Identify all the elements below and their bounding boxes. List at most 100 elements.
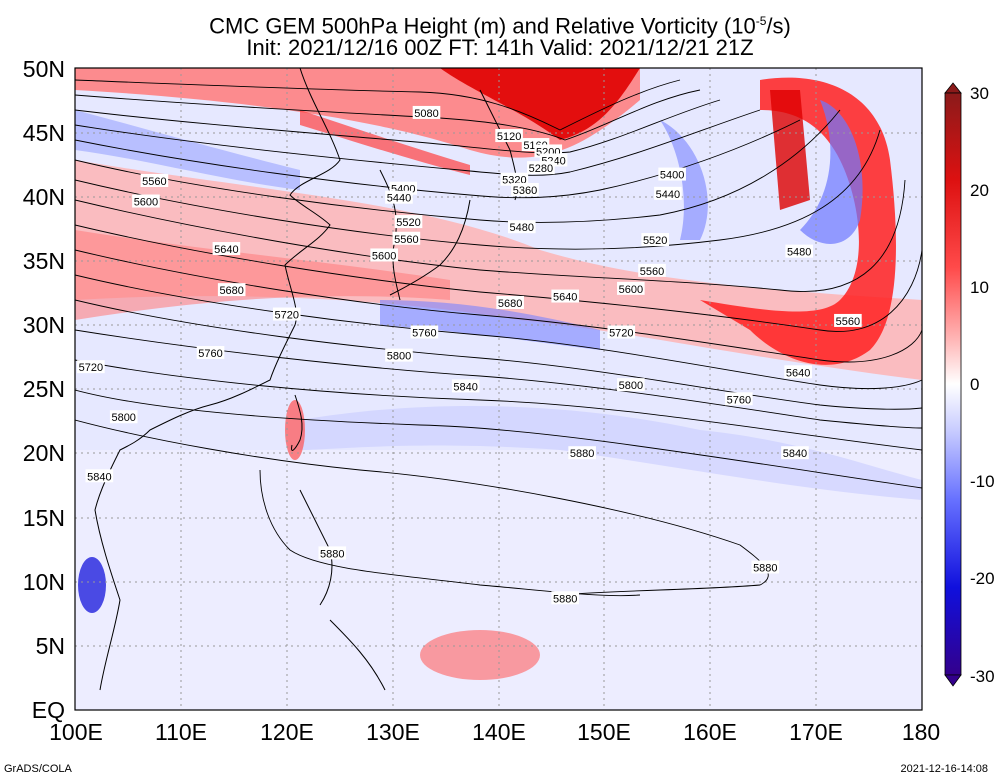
map-border [74, 67, 923, 711]
contour-label: 5840 [87, 471, 111, 483]
contour-label-bg [617, 378, 645, 392]
contour-label: 5800 [387, 351, 411, 363]
contour-label-bg [781, 446, 809, 460]
contour-label: 5640 [786, 367, 810, 379]
lat-label-20n: 20N [22, 440, 65, 466]
lat-label-30n: 30N [22, 312, 65, 338]
contour-label-bg [551, 289, 580, 303]
lat-label-35n: 35N [22, 248, 65, 274]
contour-label: 5760 [198, 348, 222, 360]
contour-label: 5560 [394, 234, 418, 246]
contour-label-bg [212, 242, 241, 256]
lon-label-150e: 150E [577, 719, 631, 745]
contour-label-bg [496, 295, 524, 309]
contour-label-bg [834, 313, 862, 327]
contour-label: 5760 [412, 328, 436, 340]
height-contours [75, 79, 922, 597]
contour-label: 5760 [727, 394, 751, 406]
contour-label: 5840 [783, 448, 807, 460]
contour-label: 5880 [753, 562, 777, 574]
contour-label-bg [785, 244, 813, 258]
contour-label: 5840 [453, 381, 477, 393]
footer-credit: GrADS/COLA [4, 763, 72, 775]
contour-label-bg [617, 281, 645, 295]
contour-label-bg [511, 182, 539, 196]
contour-label-bg [394, 215, 423, 229]
contour-label-bg [318, 546, 347, 560]
contour-label-bg [196, 346, 225, 360]
contour-label-bg [527, 161, 555, 175]
contour-label-bg [495, 129, 523, 143]
contour-label-bg [451, 379, 480, 393]
contour-label: 5640 [214, 244, 238, 256]
lat-label-10n: 10N [22, 569, 65, 595]
contour-label: 5520 [643, 235, 667, 247]
contour-label: 5880 [570, 448, 594, 460]
colorbar [944, 82, 962, 687]
contour-label: 5560 [836, 316, 860, 328]
lon-label-140e: 140E [472, 719, 526, 745]
contour-label: 5440 [656, 189, 680, 201]
contour-label-bg [607, 325, 636, 339]
contour-label-bg [272, 307, 301, 321]
colorbar-label-0: 0 [970, 375, 980, 394]
contour-label: 5880 [320, 548, 344, 560]
contour-label-bg [507, 220, 536, 234]
contour-label: 5280 [529, 163, 553, 175]
contour-label-bg [385, 190, 413, 204]
lat-label-45n: 45N [22, 120, 65, 146]
contour-label-bg [370, 248, 398, 262]
contour-label-bg [77, 360, 105, 374]
lat-label-50n: 50N [22, 56, 65, 82]
contour-label-bg [500, 172, 529, 186]
lat-label-15n: 15N [22, 505, 65, 531]
contour-label: 5080 [414, 108, 438, 120]
colorbar-label-minus20: -20 [970, 569, 995, 588]
contour-label: 5680 [219, 285, 243, 297]
contour-label: 5560 [640, 266, 664, 278]
contour-label-bg [392, 231, 421, 245]
lon-label-120e: 120E [260, 719, 314, 745]
lat-label-5n: 5N [35, 633, 65, 659]
colorbar-bottom-arrow [944, 674, 962, 687]
lat-label-40n: 40N [22, 184, 65, 210]
contour-label: 5680 [498, 298, 522, 310]
contour-label: 5720 [275, 310, 299, 322]
colorbar-top-arrow [944, 82, 962, 94]
contour-label-bg [132, 194, 160, 208]
contour-label: 5720 [79, 362, 103, 374]
contour-label: 5480 [787, 247, 811, 259]
contour-label-bg [85, 469, 114, 483]
contour-label: 5480 [510, 222, 534, 234]
lon-label-110e: 110E [154, 719, 208, 745]
lon-label-170e: 170E [789, 719, 843, 745]
contour-label-layer: 5080512051605200524052805320536054005440… [77, 105, 862, 605]
contour-label-bg [725, 392, 753, 406]
contour-label: 5120 [497, 131, 521, 143]
lat-label-eq: EQ [31, 697, 65, 723]
contour-label: 5800 [111, 412, 135, 424]
contour-label: 5880 [553, 593, 577, 605]
contour-label: 5600 [372, 250, 396, 262]
contour-label: 5600 [134, 197, 158, 209]
colorbar-label-10: 10 [970, 278, 989, 297]
contour-label-bg [140, 173, 169, 187]
contour-label-bg [654, 186, 682, 200]
contour-label-bg [109, 410, 138, 424]
footer-timestamp: 2021-12-16-14:08 [900, 763, 988, 775]
contour-label-bg [217, 283, 246, 297]
contour-label-bg [641, 233, 669, 247]
colorbar-label-minus10: -10 [970, 472, 995, 491]
contour-label: 5440 [387, 193, 411, 205]
contour-label-bg [568, 446, 596, 460]
contour-label: 5800 [619, 380, 643, 392]
contour-label: 5360 [513, 185, 537, 197]
contour-label: 5640 [553, 292, 577, 304]
contour-label: 5400 [660, 170, 684, 182]
colorbar-gradient [944, 92, 962, 676]
lat-label-25n: 25N [22, 376, 65, 402]
contour-label-bg [385, 348, 413, 362]
contour-label-bg [751, 560, 780, 574]
contour-label-bg [410, 325, 439, 339]
lon-label-130e: 130E [366, 719, 420, 745]
